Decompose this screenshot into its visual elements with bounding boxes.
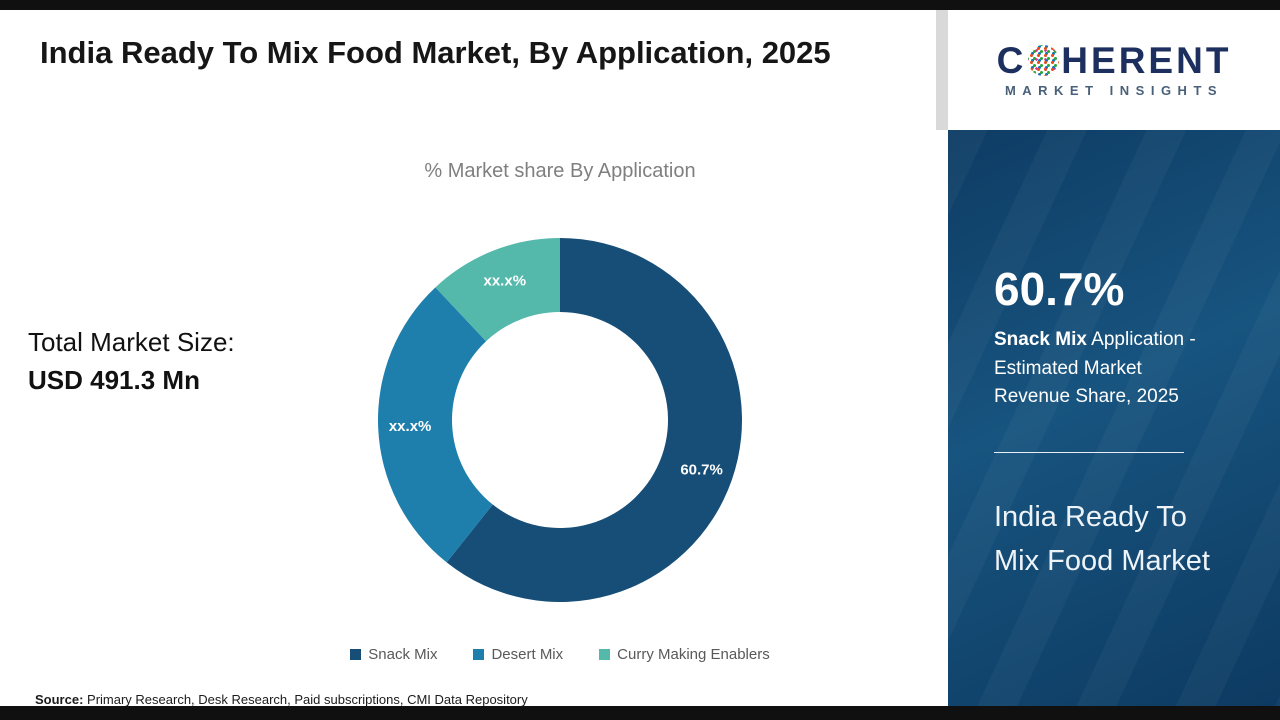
legend-label: Curry Making Enablers — [617, 646, 770, 663]
chart-legend: Snack Mix Desert Mix Curry Making Enablers — [186, 646, 934, 663]
brand-tagline: MARKET INSIGHTS — [1004, 83, 1224, 98]
brand-name-prefix: C — [996, 40, 1027, 81]
donut-segment-desert-mix — [378, 287, 493, 563]
total-market-size-value: USD 491.3 Mn — [28, 364, 200, 395]
donut-segment-curry-making-enablers — [435, 238, 560, 342]
legend-label: Snack Mix — [368, 646, 438, 663]
source-label: Source: — [35, 692, 84, 707]
chart-title: % Market share By Application — [424, 160, 696, 182]
highlight-stat-segment: Snack Mix — [994, 329, 1087, 350]
sidebar-market-name: India Ready To Mix Food Market — [994, 500, 1210, 578]
donut-segment-label: xx.x% — [484, 273, 527, 290]
page-title: India Ready To Mix Food Market, By Appli… — [40, 35, 831, 70]
total-market-size-label: Total Market Size: — [28, 327, 235, 357]
donut-segment-label: 60.7% — [680, 461, 723, 478]
legend-item-desert-mix: Desert Mix — [473, 646, 563, 663]
highlight-stat-description: Snack Mix Application - Estimated Market… — [994, 326, 1219, 412]
legend-swatch-icon — [599, 649, 611, 660]
total-market-size: Total Market Size: USD 491.3 Mn — [28, 324, 235, 399]
legend-item-curry-making-enablers: Curry Making Enablers — [599, 646, 770, 663]
highlight-stat-value: 60.7% — [994, 263, 1125, 315]
top-black-bar — [0, 0, 1280, 10]
source-note: Source: Primary Research, Desk Research,… — [35, 692, 528, 707]
legend-swatch-icon — [473, 649, 485, 660]
brand-name-suffix: HERENT — [1061, 40, 1232, 81]
brand-name: C HERENT — [997, 42, 1232, 79]
highlight-stat-rest: Application - Estimated Market Revenue S… — [994, 329, 1196, 407]
legend-item-snack-mix: Snack Mix — [350, 646, 437, 663]
source-text: Primary Research, Desk Research, Paid su… — [87, 692, 528, 707]
brand-logo: C HERENT MARKET INSIGHTS — [948, 10, 1280, 130]
legend-swatch-icon — [350, 649, 362, 660]
donut-segment-snack-mix — [446, 238, 742, 602]
logo-divider — [936, 10, 948, 130]
legend-label: Desert Mix — [491, 646, 564, 663]
highlight-sidebar: 60.7% Snack Mix Application - Estimated … — [948, 130, 1280, 706]
sidebar-divider-line — [994, 451, 1184, 453]
globe-icon — [1028, 45, 1060, 76]
donut-chart: 60.7% xx.x% xx.x% — [378, 238, 742, 602]
bottom-black-bar — [0, 706, 1280, 720]
donut-segment-label: xx.x% — [389, 418, 432, 435]
